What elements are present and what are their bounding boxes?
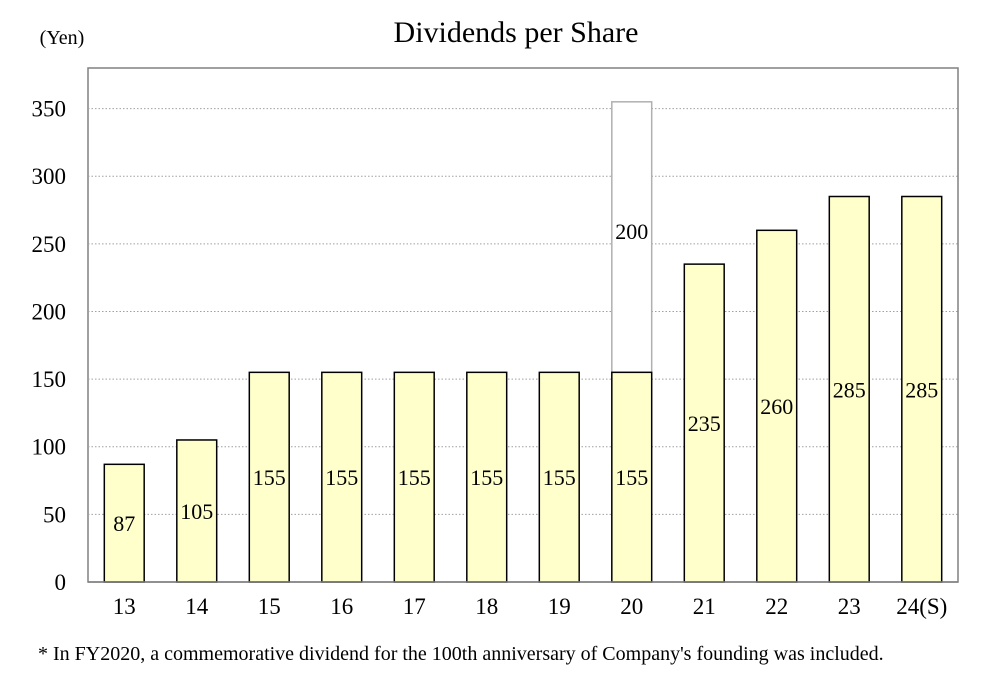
plot-frame: [87, 67, 959, 583]
bar-ordinary: [176, 439, 218, 583]
data-label-ordinary: 155: [543, 465, 576, 490]
x-tick-label: 23: [838, 594, 861, 619]
bar-ordinary: [756, 229, 798, 583]
data-label-commemorative: 200: [615, 219, 648, 244]
x-tick-label: 17: [403, 594, 426, 619]
gridlines: [88, 108, 958, 515]
x-tick-label: 18: [475, 594, 498, 619]
y-tick-label: 300: [32, 164, 67, 189]
y-tick-label: 50: [43, 502, 66, 527]
y-unit-label: (Yen): [40, 27, 85, 49]
data-label-ordinary: 155: [615, 465, 648, 490]
chart-title: Dividends per Share: [394, 16, 639, 49]
y-tick-label: 150: [32, 367, 67, 392]
data-label-ordinary: 87: [113, 511, 135, 536]
x-tick-label: 22: [765, 594, 788, 619]
y-tick-label: 100: [32, 435, 67, 460]
x-tick-label: 14: [185, 594, 209, 619]
bar-ordinary: [828, 195, 870, 583]
x-tick-label: 15: [258, 594, 281, 619]
x-tick-label: 24(S): [896, 594, 947, 619]
footnote: * In FY2020, a commemorative dividend fo…: [38, 643, 884, 665]
x-tick-label: 19: [548, 594, 571, 619]
bar-ordinary: [538, 371, 580, 583]
bars: 87 105 155 155 155 155 155 200 155 235 260 285 285: [103, 101, 943, 583]
x-tick-label: 21: [693, 594, 716, 619]
data-label-ordinary: 155: [253, 465, 286, 490]
bar-commemorative: [611, 101, 653, 374]
x-tick-label: 13: [113, 594, 136, 619]
data-label-ordinary: 285: [833, 377, 866, 402]
bar-ordinary: [683, 263, 725, 583]
data-label-ordinary: 155: [325, 465, 358, 490]
y-tick-label: 250: [32, 232, 67, 257]
x-tick-label: 20: [620, 594, 643, 619]
bar-ordinary: [901, 195, 943, 583]
data-label-ordinary: 155: [398, 465, 431, 490]
bar-ordinary: [466, 371, 508, 583]
y-tick-label: 200: [32, 299, 67, 324]
bar-ordinary: [248, 371, 290, 583]
x-tick-label: 16: [330, 594, 353, 619]
y-axis-ticks: 0 50 100 150 200 250 300 350: [32, 97, 67, 595]
bar-ordinary: [321, 371, 363, 583]
data-label-ordinary: 285: [905, 377, 938, 402]
data-label-ordinary: 105: [180, 499, 213, 524]
data-label-ordinary: 235: [688, 411, 721, 436]
data-label-ordinary: 155: [470, 465, 503, 490]
y-tick-label: 0: [55, 570, 67, 595]
data-label-ordinary: 260: [760, 394, 793, 419]
bar-ordinary: [393, 371, 435, 583]
x-axis-ticks: 13 14 15 16 17 18 19 20 21 22 23 24(S): [88, 581, 958, 619]
y-tick-label: 350: [32, 97, 67, 122]
